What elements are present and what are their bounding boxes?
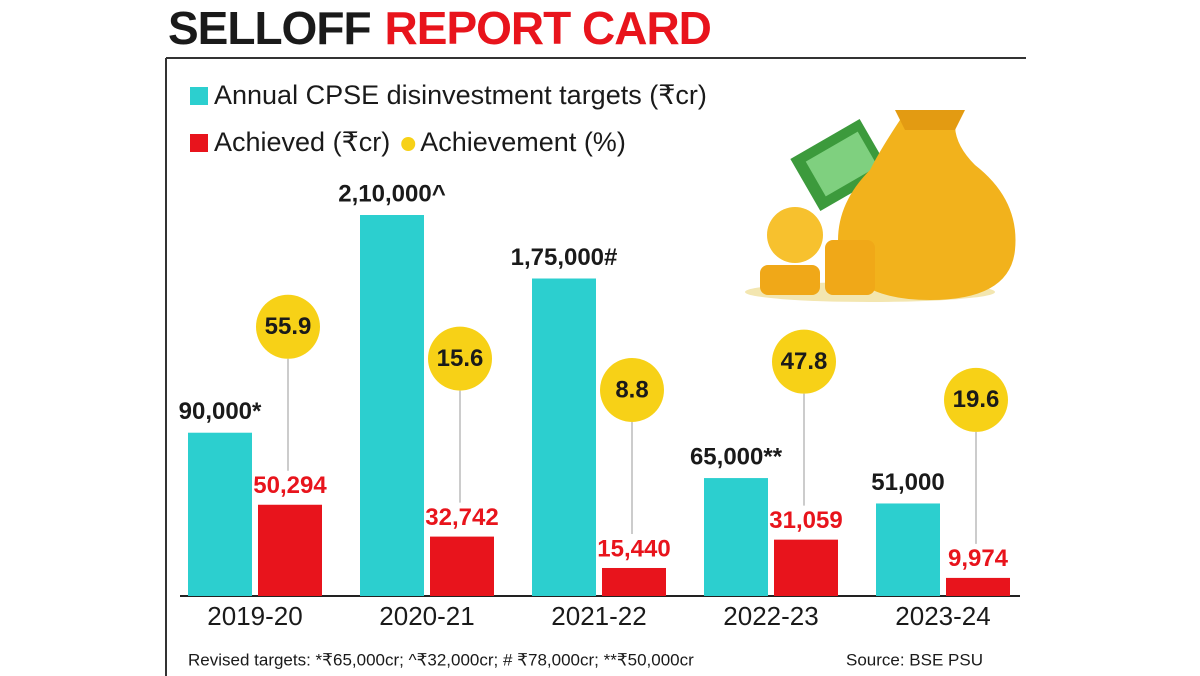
x-tick-label: 2021-22 xyxy=(551,601,646,631)
achieved-bar xyxy=(602,567,666,596)
achievement-bubble xyxy=(772,329,836,394)
achievement-bubble xyxy=(428,326,492,391)
x-tick-label: 2022-23 xyxy=(723,601,818,631)
legend-label: Achievement (%) xyxy=(420,127,626,157)
target-bar xyxy=(876,503,940,596)
achievement-bubble xyxy=(944,367,1008,432)
achievement-label: 19.6 xyxy=(953,386,1000,413)
achieved-value-label: 50,294 xyxy=(253,472,327,499)
legend-label: Annual CPSE disinvestment targets (₹cr) xyxy=(214,80,707,110)
achieved-value-label: 31,059 xyxy=(769,507,842,534)
target-bar xyxy=(360,215,424,596)
x-tick-label: 2023-24 xyxy=(895,601,990,631)
target-value-label: 2,10,000^ xyxy=(338,180,445,207)
legend-swatch xyxy=(190,134,208,152)
footnote: Revised targets: *₹65,000cr; ^₹32,000cr;… xyxy=(188,650,694,669)
achieved-bar xyxy=(258,504,322,596)
achievement-label: 8.8 xyxy=(615,376,648,403)
target-bar xyxy=(532,278,596,596)
achieved-value-label: 9,974 xyxy=(948,545,1009,572)
chart-title-highlight: REPORT CARD xyxy=(385,2,711,54)
achieved-bar xyxy=(774,539,838,596)
source: Source: BSE PSU xyxy=(846,650,983,669)
achieved-bar xyxy=(430,536,494,596)
legend-swatch xyxy=(190,87,208,105)
achieved-bar xyxy=(946,577,1010,596)
target-value-label: 51,000 xyxy=(871,469,944,496)
achievement-label: 47.8 xyxy=(781,348,828,375)
achievement-label: 15.6 xyxy=(437,345,484,372)
money-bag-illustration xyxy=(745,110,1016,302)
legend-label: Achieved (₹cr) xyxy=(214,127,390,157)
achievement-label: 55.9 xyxy=(265,313,312,340)
legend-swatch xyxy=(401,137,416,151)
x-tick-label: 2019-20 xyxy=(207,601,302,631)
target-bar xyxy=(704,478,768,596)
chart-title: SELLOFF xyxy=(168,2,371,54)
target-bar xyxy=(188,432,252,596)
target-value-label: 65,000** xyxy=(690,443,783,470)
target-value-label: 1,75,000# xyxy=(511,244,618,271)
achievement-bubble xyxy=(256,294,320,359)
target-value-label: 90,000* xyxy=(179,398,262,425)
achievement-bubble xyxy=(600,357,664,422)
x-tick-label: 2020-21 xyxy=(379,601,474,631)
achieved-value-label: 15,440 xyxy=(597,535,670,562)
achieved-value-label: 32,742 xyxy=(425,504,498,531)
